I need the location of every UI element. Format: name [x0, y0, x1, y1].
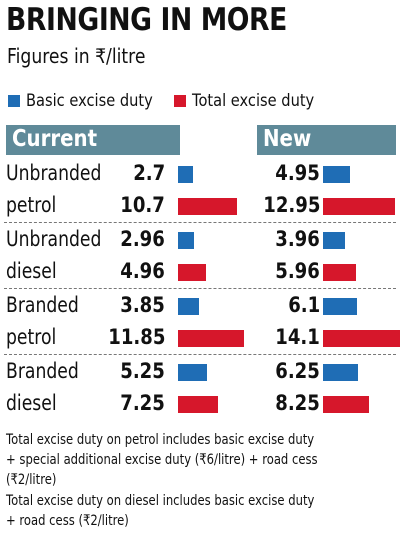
group-separator [4, 222, 396, 223]
legend-basic-label: Basic excise duty [26, 91, 153, 111]
legend-basic-swatch [8, 95, 20, 107]
value-label-new: 3.96 [275, 227, 320, 251]
row-label: diesel [6, 391, 57, 415]
bar-basic-current [178, 231, 194, 249]
bar-basic-current [178, 297, 199, 315]
bar-basic-new [323, 165, 350, 183]
footnote-line: (₹2/litre) [6, 472, 57, 488]
row-label: Unbranded [6, 161, 102, 185]
bar-total-new [323, 197, 395, 215]
value-label-new: 5.96 [275, 259, 320, 283]
value-label-new: 8.25 [275, 391, 320, 415]
bar-basic-current [178, 363, 207, 381]
value-label-current: 4.96 [120, 259, 165, 283]
value-label-new: 6.25 [275, 359, 320, 383]
bar-total-current [178, 329, 244, 347]
legend-total-label: Total excise duty [192, 91, 315, 111]
legend-total: Total excise duty [174, 91, 334, 111]
group-separator [4, 288, 396, 289]
row-label: Branded [6, 359, 79, 383]
bar-basic-new [323, 231, 345, 249]
value-label-current: 2.96 [120, 227, 165, 251]
value-label-current: 2.7 [133, 161, 165, 185]
bar-total-current [178, 197, 237, 215]
footnote-line: + road cess (₹2/litre) [6, 513, 129, 529]
value-label-new: 14.1 [275, 325, 320, 349]
bar-basic-new [323, 297, 357, 315]
panel-header-new: New [257, 125, 396, 155]
bar-total-new [323, 263, 356, 281]
row-label: petrol [6, 325, 57, 349]
panel-header-new-label: New [263, 126, 312, 152]
bar-total-new [323, 329, 400, 347]
chart-subtitle: Figures in ₹/litre [7, 44, 146, 68]
footnote-line: Total excise duty on petrol includes bas… [6, 432, 315, 448]
panel-header-current-label: Current [12, 126, 98, 152]
footnote-line: + special additional excise duty (₹6/lit… [6, 452, 318, 468]
value-label-current: 7.25 [120, 391, 165, 415]
value-label-current: 10.7 [120, 193, 165, 217]
bar-total-current [178, 395, 218, 413]
chart-title: BRINGING IN MORE [6, 2, 287, 38]
row-label: diesel [6, 259, 57, 283]
legend-total-swatch [174, 95, 186, 107]
row-label: Unbranded [6, 227, 102, 251]
value-label-current: 5.25 [120, 359, 165, 383]
panel-header-current: Current [6, 125, 180, 155]
value-label-current: 3.85 [120, 293, 165, 317]
value-label-new: 4.95 [275, 161, 320, 185]
bar-total-new [323, 395, 369, 413]
bar-basic-current [178, 165, 193, 183]
value-label-new: 12.95 [262, 193, 320, 217]
footnote-line: Total excise duty on diesel includes bas… [6, 493, 315, 509]
bar-basic-new [323, 363, 358, 381]
legend-basic: Basic excise duty [8, 91, 173, 111]
bar-total-current [178, 263, 206, 281]
value-label-current: 11.85 [107, 325, 165, 349]
group-separator [4, 354, 396, 355]
row-label: Branded [6, 293, 79, 317]
value-label-new: 6.1 [288, 293, 320, 317]
row-label: petrol [6, 193, 57, 217]
